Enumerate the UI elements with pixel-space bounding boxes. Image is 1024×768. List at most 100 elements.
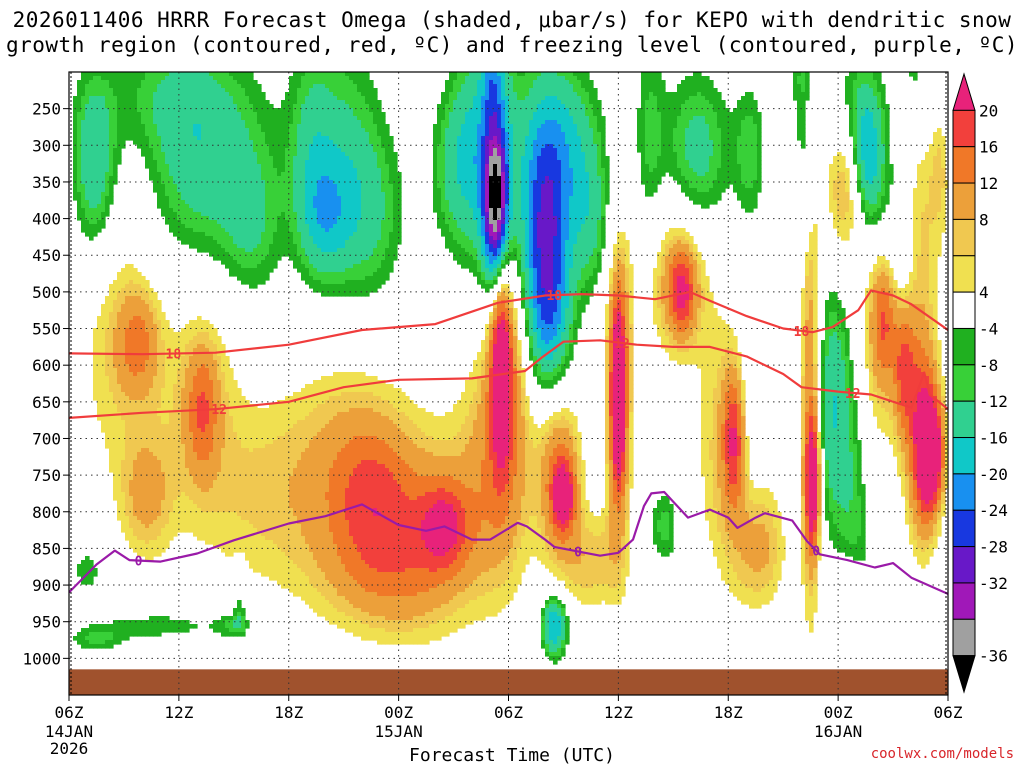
- omega-cell: [133, 300, 138, 305]
- omega-cell: [237, 96, 242, 101]
- omega-cell: [133, 284, 138, 289]
- omega-cell: [213, 380, 218, 385]
- omega-cell: [161, 80, 166, 85]
- omega-cell: [149, 168, 154, 173]
- omega-cell: [121, 76, 126, 81]
- omega-cell: [105, 112, 110, 117]
- omega-cell: [233, 524, 238, 529]
- omega-cell: [185, 116, 190, 121]
- omega-cell: [105, 196, 110, 201]
- omega-cell: [233, 392, 238, 397]
- omega-cell: [141, 320, 146, 325]
- omega-cell: [225, 360, 230, 365]
- omega-cell: [213, 228, 218, 233]
- omega-cell: [117, 452, 122, 457]
- omega-cell: [145, 624, 150, 629]
- omega-cell: [197, 216, 202, 221]
- omega-cell: [133, 92, 138, 97]
- omega-cell: [145, 452, 150, 457]
- omega-cell: [185, 416, 190, 421]
- omega-cell: [81, 228, 86, 233]
- omega-cell: [201, 80, 206, 85]
- omega-cell: [213, 436, 218, 441]
- omega-cell: [81, 104, 86, 109]
- omega-cell: [217, 80, 222, 85]
- omega-cell: [93, 184, 98, 189]
- omega-cell: [161, 336, 166, 341]
- omega-cell: [185, 152, 190, 157]
- omega-cell: [153, 628, 158, 633]
- omega-cell: [101, 348, 106, 353]
- omega-cell: [133, 84, 138, 89]
- omega-cell: [197, 412, 202, 417]
- omega-cell: [125, 500, 130, 505]
- omega-cell: [201, 168, 206, 173]
- omega-cell: [93, 200, 98, 205]
- omega-cell: [173, 88, 178, 93]
- omega-cell: [105, 96, 110, 101]
- omega-cell: [113, 456, 118, 461]
- omega-cell: [241, 480, 246, 485]
- omega-cell: [193, 404, 198, 409]
- omega-cell: [157, 200, 162, 205]
- omega-cell: [213, 108, 218, 113]
- omega-cell: [185, 368, 190, 373]
- omega-cell: [81, 568, 86, 573]
- omega-cell: [89, 192, 94, 197]
- omega-cell: [113, 96, 118, 101]
- omega-cell: [109, 448, 114, 453]
- omega-cell: [141, 476, 146, 481]
- omega-cell: [209, 340, 214, 345]
- omega-cell: [157, 428, 162, 433]
- omega-cell: [101, 192, 106, 197]
- omega-cell: [209, 540, 214, 545]
- omega-cell: [125, 112, 130, 117]
- omega-cell: [205, 176, 210, 181]
- omega-cell: [105, 308, 110, 313]
- omega-cell: [81, 220, 86, 225]
- omega-cell: [81, 212, 86, 217]
- omega-cell: [197, 140, 202, 145]
- omega-cell: [161, 500, 166, 505]
- omega-cell: [133, 460, 138, 465]
- omega-cell: [157, 172, 162, 177]
- omega-cell: [225, 92, 230, 97]
- omega-cell: [81, 124, 86, 129]
- omega-cell: [161, 116, 166, 121]
- omega-cell: [237, 276, 242, 281]
- omega-cell: [129, 420, 134, 425]
- omega-cell: [89, 204, 94, 209]
- omega-cell: [185, 92, 190, 97]
- omega-cell: [229, 212, 234, 217]
- omega-cell: [137, 320, 142, 325]
- omega-cell: [193, 324, 198, 329]
- omega-cell: [93, 188, 98, 193]
- omega-cell: [193, 236, 198, 241]
- omega-cell: [201, 416, 206, 421]
- omega-cell: [165, 484, 170, 489]
- omega-cell: [213, 420, 218, 425]
- omega-cell: [157, 396, 162, 401]
- omega-cell: [229, 124, 234, 129]
- omega-cell: [209, 140, 214, 145]
- omega-cell: [193, 156, 198, 161]
- omega-cell: [149, 376, 154, 381]
- omega-cell: [129, 116, 134, 121]
- omega-cell: [113, 632, 118, 637]
- omega-cell: [101, 420, 106, 425]
- omega-cell: [165, 200, 170, 205]
- omega-cell: [97, 136, 102, 141]
- omega-cell: [125, 324, 130, 329]
- omega-cell: [209, 496, 214, 501]
- omega-cell: [93, 396, 98, 401]
- omega-cell: [217, 440, 222, 445]
- omega-cell: [89, 72, 94, 77]
- omega-cell: [137, 128, 142, 133]
- omega-cell: [221, 240, 226, 245]
- omega-cell: [225, 104, 230, 109]
- omega-cell: [201, 376, 206, 381]
- omega-cell: [145, 320, 150, 325]
- omega-cell: [165, 444, 170, 449]
- omega-cell: [193, 188, 198, 193]
- omega-cell: [197, 100, 202, 105]
